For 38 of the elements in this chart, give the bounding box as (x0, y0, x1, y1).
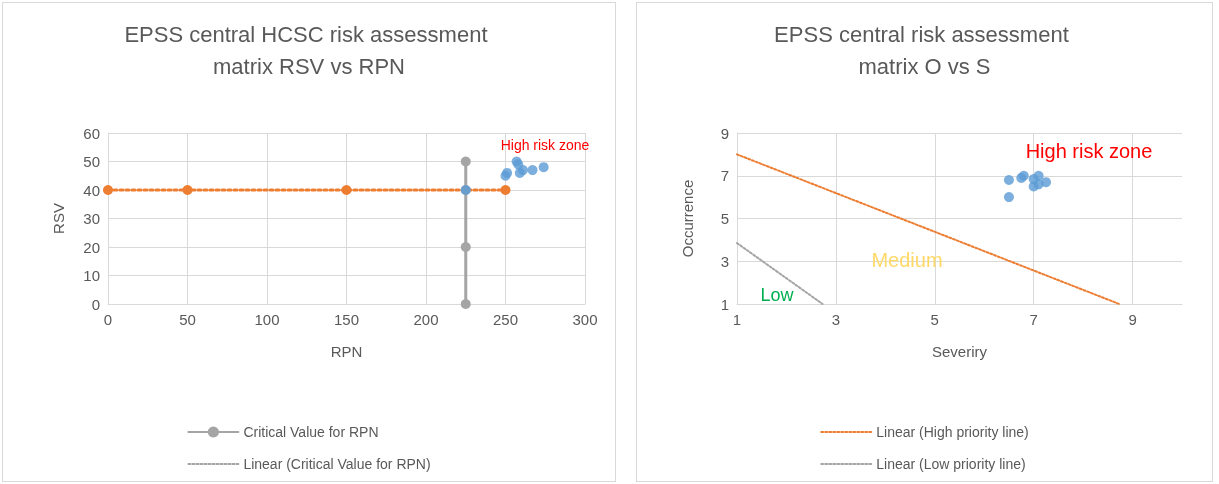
y-axis-title: Occurrence (679, 179, 696, 258)
x-tick-label: 200 (413, 311, 439, 328)
y-tick-label: 20 (83, 238, 100, 256)
legend-label: Critical Value for RPN (243, 424, 379, 440)
y-tick-label: 10 (83, 267, 100, 284)
chart-title: EPSS central risk assessment matrix O vs S (774, 21, 1075, 79)
x-axis-title: Severiry (931, 343, 988, 360)
x-tick-label: 5 (930, 311, 939, 328)
x-tick-label: 50 (179, 311, 196, 328)
y-tick-label: 0 (91, 295, 100, 313)
y-tick-label: 50 (83, 153, 100, 170)
y-tick-label: 30 (83, 210, 100, 227)
y-axis-title: RSV (50, 203, 67, 234)
legend-label: Linear (Critical Value for RPN) (243, 456, 431, 472)
annotation: Low (760, 285, 795, 305)
x-tick-label: 300 (572, 311, 598, 328)
x-tick-label: 100 (254, 311, 280, 328)
x-tick-label: 250 (492, 311, 519, 328)
x-tick-label: 9 (1128, 311, 1137, 328)
annotation: High risk zone (1025, 140, 1153, 162)
legend-label: Linear (High priority line) (876, 424, 1029, 440)
chart-title: EPSS central HCSC risk assessment matrix RSV vs RPN (124, 21, 494, 79)
legend-label: Linear (Low priority line) (876, 456, 1026, 472)
x-tick-label: 0 (103, 311, 113, 328)
y-tick-label: 9 (720, 124, 729, 142)
y-tick-label: 1 (720, 295, 729, 313)
y-tick-label: 40 (83, 181, 100, 199)
x-tick-label: 1 (732, 311, 742, 328)
y-tick-label: 3 (720, 252, 729, 270)
y-tick-label: 7 (720, 167, 729, 185)
x-tick-label: 7 (1029, 311, 1038, 328)
annotation: Medium (871, 249, 943, 271)
y-tick-label: 60 (83, 124, 100, 142)
x-tick-label: 150 (333, 311, 360, 328)
y-tick-label: 5 (720, 210, 729, 227)
annotation: High risk zone (500, 137, 590, 153)
x-tick-label: 3 (831, 311, 841, 328)
x-axis-title: RPN (330, 343, 363, 360)
